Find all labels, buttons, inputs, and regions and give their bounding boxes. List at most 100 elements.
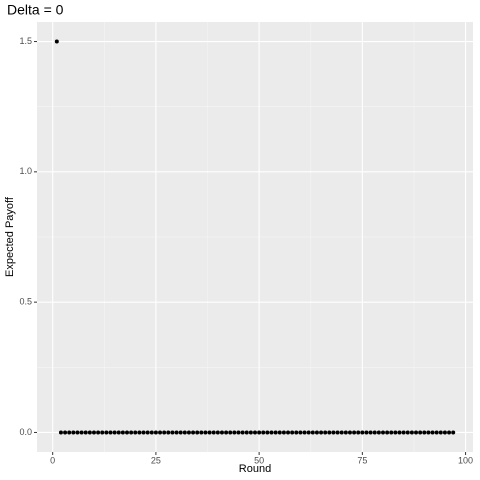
point [281, 430, 286, 435]
point [145, 430, 150, 435]
point [83, 430, 88, 435]
y-tick-label: 0.0 [19, 427, 32, 437]
point [323, 430, 328, 435]
point [335, 430, 340, 435]
point [87, 430, 92, 435]
point [438, 430, 443, 435]
point [306, 430, 311, 435]
point [96, 430, 101, 435]
y-tick-label: 1.5 [19, 36, 32, 46]
point [215, 430, 220, 435]
x-tick-label: 25 [151, 455, 161, 465]
point [298, 430, 303, 435]
point [133, 430, 138, 435]
point [331, 430, 336, 435]
point [352, 430, 357, 435]
x-tick-label: 0 [50, 455, 55, 465]
point [211, 430, 216, 435]
point [286, 430, 291, 435]
point [63, 430, 68, 435]
point [422, 430, 427, 435]
point [91, 430, 96, 435]
point [228, 430, 233, 435]
y-tick-label: 0.5 [19, 297, 32, 307]
point [166, 430, 171, 435]
chart-title: Delta = 0 [7, 2, 64, 18]
point [240, 430, 245, 435]
point [368, 430, 373, 435]
point [120, 430, 125, 435]
point [265, 430, 270, 435]
point [236, 430, 241, 435]
point [149, 430, 154, 435]
point [67, 430, 72, 435]
point [347, 430, 352, 435]
point [182, 430, 187, 435]
point [224, 430, 229, 435]
point [310, 430, 315, 435]
point [343, 430, 348, 435]
point [158, 430, 163, 435]
point [116, 430, 121, 435]
point [141, 430, 146, 435]
point [380, 430, 385, 435]
point [219, 430, 224, 435]
point [79, 430, 84, 435]
point [405, 430, 410, 435]
point [54, 39, 59, 44]
point [360, 430, 365, 435]
point [257, 430, 262, 435]
point [376, 430, 381, 435]
point [385, 430, 390, 435]
point [203, 430, 208, 435]
point [112, 430, 117, 435]
point [178, 430, 183, 435]
point [186, 430, 191, 435]
point [409, 430, 414, 435]
point [447, 430, 452, 435]
point [170, 430, 175, 435]
point [397, 430, 402, 435]
point [195, 430, 200, 435]
point [199, 430, 204, 435]
point [248, 430, 253, 435]
point [434, 430, 439, 435]
point [108, 430, 113, 435]
point [58, 430, 63, 435]
point [273, 430, 278, 435]
point [393, 430, 398, 435]
x-axis-label: Round [239, 463, 271, 475]
point [104, 430, 109, 435]
point [414, 430, 419, 435]
point [327, 430, 332, 435]
point [232, 430, 237, 435]
point [364, 430, 369, 435]
point [153, 430, 158, 435]
point [319, 430, 324, 435]
point [356, 430, 361, 435]
point [401, 430, 406, 435]
point [174, 430, 179, 435]
point [294, 430, 299, 435]
point [451, 430, 456, 435]
point [418, 430, 423, 435]
point [430, 430, 435, 435]
point [191, 430, 196, 435]
point [261, 430, 266, 435]
point [339, 430, 344, 435]
x-tick-label: 50 [254, 455, 264, 465]
y-axis-label: Expected Payoff [4, 196, 16, 277]
point [389, 430, 394, 435]
point [277, 430, 282, 435]
point [100, 430, 105, 435]
point [125, 430, 130, 435]
point [71, 430, 76, 435]
point [253, 430, 257, 435]
point [75, 430, 80, 435]
point [426, 430, 431, 435]
point [372, 430, 377, 435]
point [314, 430, 319, 435]
point [162, 430, 167, 435]
point [442, 430, 447, 435]
